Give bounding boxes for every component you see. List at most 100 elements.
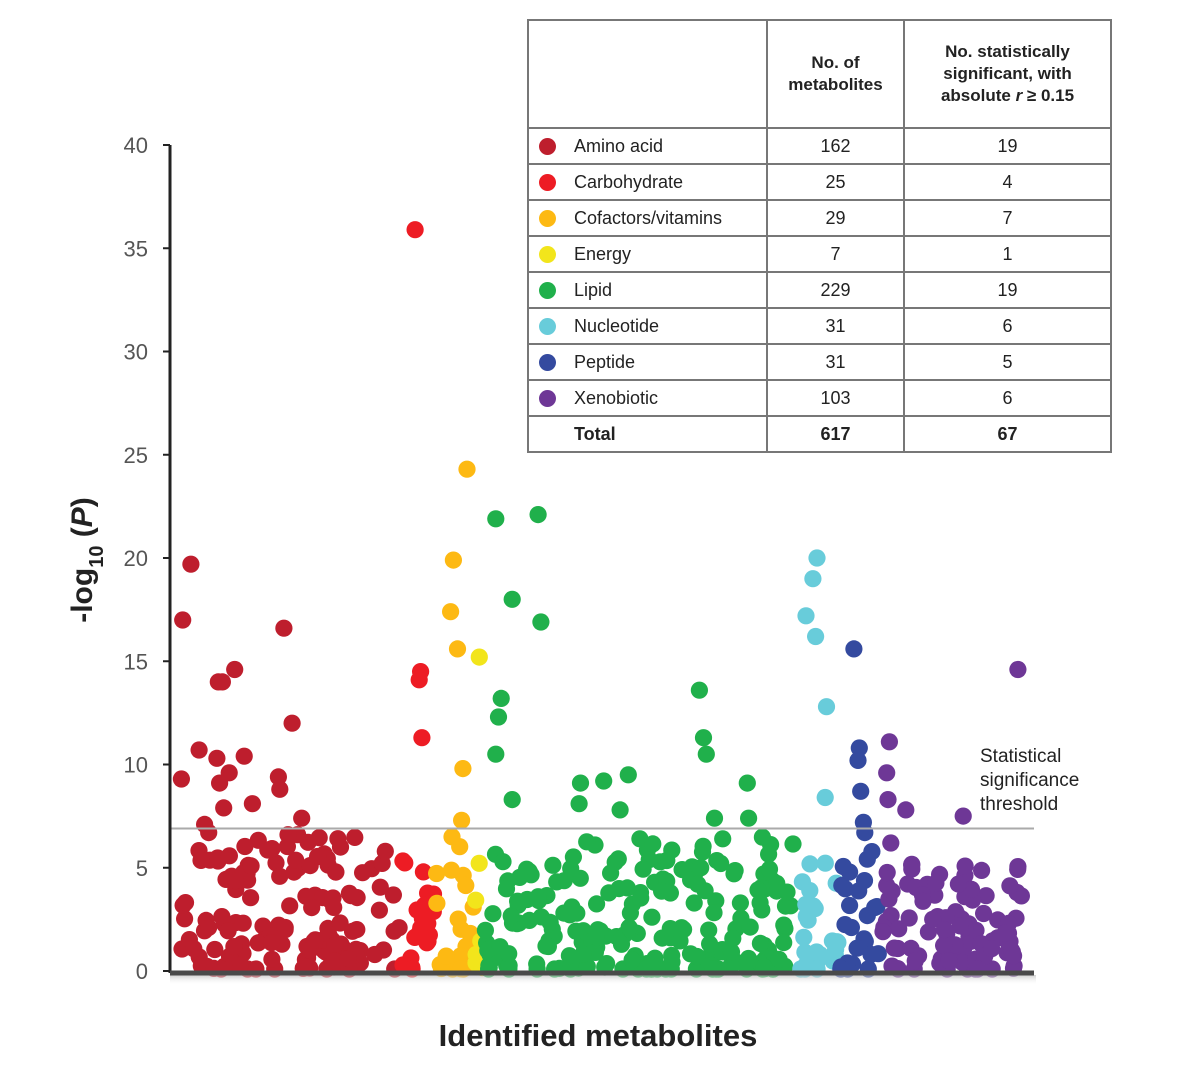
- data-point: [836, 880, 854, 898]
- data-point-significant: [487, 745, 505, 763]
- data-point: [705, 904, 723, 922]
- data-point-significant: [879, 791, 897, 809]
- data-point: [497, 880, 516, 898]
- data-point: [643, 908, 661, 926]
- data-point-significant: [172, 770, 190, 788]
- data-point: [339, 950, 357, 968]
- legend-dot-icon: [539, 173, 556, 191]
- data-point: [574, 945, 592, 963]
- data-point-significant: [443, 828, 461, 846]
- legend-dot-icon: [539, 245, 556, 263]
- data-point: [808, 943, 826, 961]
- data-point: [1001, 877, 1019, 895]
- legend-dot-icon: [539, 209, 556, 227]
- data-point: [760, 860, 779, 878]
- data-point: [419, 914, 437, 933]
- data-point: [760, 845, 778, 863]
- data-point-significant: [293, 809, 311, 827]
- data-point: [751, 894, 769, 912]
- data-point: [331, 914, 349, 932]
- data-point-significant: [200, 824, 218, 842]
- data-point-significant: [235, 747, 253, 765]
- legend-dot-icon: [539, 353, 556, 371]
- data-point-significant: [804, 570, 822, 588]
- data-point-significant: [697, 745, 715, 763]
- data-point-significant: [595, 772, 613, 790]
- legend-dot-icon: [539, 281, 556, 299]
- data-point: [484, 905, 502, 923]
- data-point-significant: [269, 768, 287, 786]
- data-point: [213, 908, 231, 926]
- category-cell: Cofactors/vitamins: [527, 199, 768, 237]
- data-point: [738, 953, 756, 972]
- category-cell: Xenobiotic: [527, 379, 768, 417]
- data-point-significant: [243, 795, 261, 813]
- data-point: [370, 901, 388, 919]
- x-axis-shadow: [170, 975, 1036, 985]
- data-point-significant: [808, 549, 826, 567]
- data-point: [567, 922, 585, 940]
- data-point: [200, 919, 218, 937]
- data-point-significant: [190, 741, 208, 759]
- data-point-significant: [532, 613, 550, 631]
- data-point: [539, 937, 558, 956]
- category-cell: Energy: [527, 235, 768, 273]
- data-point-significant: [714, 830, 732, 848]
- data-point: [578, 833, 596, 851]
- data-point: [874, 923, 892, 941]
- header-count: No. of metabolites: [766, 19, 905, 129]
- data-point: [953, 953, 971, 971]
- data-point: [470, 854, 488, 872]
- data-point: [661, 920, 679, 938]
- category-name: Nucleotide: [574, 315, 660, 336]
- data-point: [225, 938, 243, 956]
- data-point: [457, 876, 475, 895]
- table-total-row: Total 617 67: [527, 415, 1112, 453]
- data-point: [778, 883, 796, 901]
- data-point-significant: [690, 681, 709, 699]
- data-point: [726, 862, 744, 880]
- data-point: [219, 922, 237, 940]
- threshold-label: Statistical significance threshold: [980, 746, 1085, 815]
- data-point: [342, 887, 360, 905]
- category-cell: Lipid: [527, 271, 768, 309]
- count-cell: 31: [766, 343, 905, 381]
- data-point: [287, 851, 305, 869]
- data-point: [775, 934, 793, 952]
- data-point: [634, 860, 652, 878]
- data-point: [685, 894, 703, 912]
- data-point: [609, 850, 627, 868]
- data-point: [842, 918, 861, 937]
- data-point: [262, 934, 281, 952]
- data-point-significant: [279, 826, 297, 844]
- data-point: [924, 910, 942, 928]
- header-category: [527, 19, 768, 129]
- data-point: [973, 861, 991, 880]
- data-point: [587, 928, 606, 946]
- data-point: [795, 928, 813, 946]
- y-tick-label: 10: [124, 753, 148, 778]
- data-point-significant: [529, 505, 547, 524]
- data-point: [724, 929, 742, 948]
- table-row: Amino acid 162 19: [527, 127, 1112, 165]
- data-point: [731, 894, 750, 912]
- data-point-significant: [448, 640, 467, 658]
- data-point: [562, 859, 580, 878]
- data-point: [327, 863, 345, 881]
- data-point: [927, 874, 945, 892]
- category-name: Xenobiotic: [574, 387, 659, 408]
- category-cell: Amino acid: [527, 127, 768, 165]
- data-point: [644, 835, 662, 853]
- data-point: [326, 936, 344, 955]
- table-row: Xenobiotic 103 6: [527, 379, 1112, 417]
- data-point: [236, 837, 254, 856]
- count-cell: 162: [766, 127, 905, 165]
- data-point: [841, 863, 859, 881]
- data-point-significant: [271, 780, 289, 798]
- data-point-significant: [489, 708, 508, 726]
- data-point: [996, 924, 1014, 942]
- data-point-significant: [470, 648, 488, 666]
- data-point: [242, 857, 260, 875]
- data-point: [502, 907, 520, 925]
- table-header-row: No. of metabolites No. statistically signi…: [527, 19, 1112, 129]
